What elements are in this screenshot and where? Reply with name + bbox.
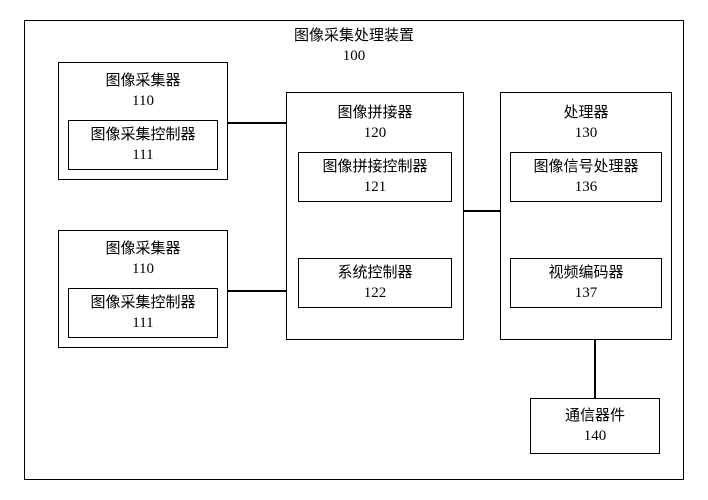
- box-number: 121: [364, 177, 387, 197]
- diagram-inner-box: 视频编码器137: [510, 258, 662, 308]
- box-label: 处理器130: [501, 103, 671, 144]
- connector-line: [228, 122, 286, 124]
- box-label: 图像采集器110: [59, 239, 227, 280]
- box-number: 120: [364, 123, 387, 143]
- diagram-inner-box: 图像采集控制器111: [68, 288, 218, 338]
- box-title: 图像采集器: [105, 239, 180, 259]
- box-number: 137: [575, 283, 598, 303]
- box-title: 通信器件: [565, 406, 625, 426]
- box-label: 图像采集器110: [59, 71, 227, 112]
- outer-title: 图像采集处理装置100: [24, 26, 684, 67]
- box-title: 处理器: [563, 103, 608, 123]
- connector-line: [464, 210, 500, 212]
- connector-line: [594, 340, 596, 398]
- connector-line: [228, 290, 286, 292]
- box-title: 图像拼接控制器: [322, 157, 427, 177]
- box-number: 140: [584, 426, 607, 446]
- box-title: 系统控制器: [337, 263, 412, 283]
- diagram-inner-box: 图像拼接控制器121: [298, 152, 452, 202]
- comm-box: 通信器件140: [530, 398, 660, 454]
- box-title: 图像采集控制器: [90, 125, 195, 145]
- diagram-inner-box: 图像信号处理器136: [510, 152, 662, 202]
- box-title: 图像拼接器: [337, 103, 412, 123]
- box-number: 111: [132, 145, 153, 165]
- box-number: 122: [364, 283, 387, 303]
- box-number: 110: [132, 259, 154, 279]
- box-label: 图像拼接器120: [287, 103, 463, 144]
- outer-title-text: 图像采集处理装置: [24, 26, 684, 46]
- box-number: 110: [132, 91, 154, 111]
- box-title: 图像采集器: [105, 71, 180, 91]
- box-title: 视频编码器: [548, 263, 623, 283]
- box-number: 136: [575, 177, 598, 197]
- box-number: 130: [575, 123, 598, 143]
- box-title: 图像信号处理器: [533, 157, 638, 177]
- box-number: 111: [132, 313, 153, 333]
- diagram-inner-box: 系统控制器122: [298, 258, 452, 308]
- box-title: 图像采集控制器: [90, 293, 195, 313]
- diagram-inner-box: 图像采集控制器111: [68, 120, 218, 170]
